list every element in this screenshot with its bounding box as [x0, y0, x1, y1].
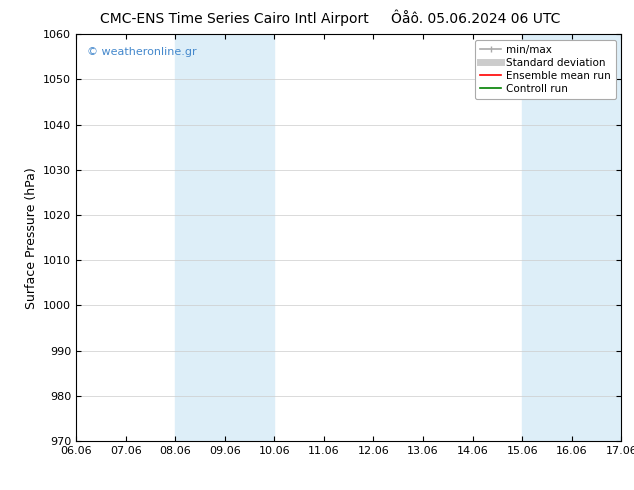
Y-axis label: Surface Pressure (hPa): Surface Pressure (hPa)	[25, 167, 37, 309]
Legend: min/max, Standard deviation, Ensemble mean run, Controll run: min/max, Standard deviation, Ensemble me…	[475, 40, 616, 99]
Bar	[175, 34, 275, 441]
Text: Ôåô. 05.06.2024 06 UTC: Ôåô. 05.06.2024 06 UTC	[391, 12, 560, 26]
Text: © weatheronline.gr: © weatheronline.gr	[87, 47, 197, 56]
Bar	[522, 34, 621, 441]
Text: CMC-ENS Time Series Cairo Intl Airport: CMC-ENS Time Series Cairo Intl Airport	[100, 12, 369, 26]
